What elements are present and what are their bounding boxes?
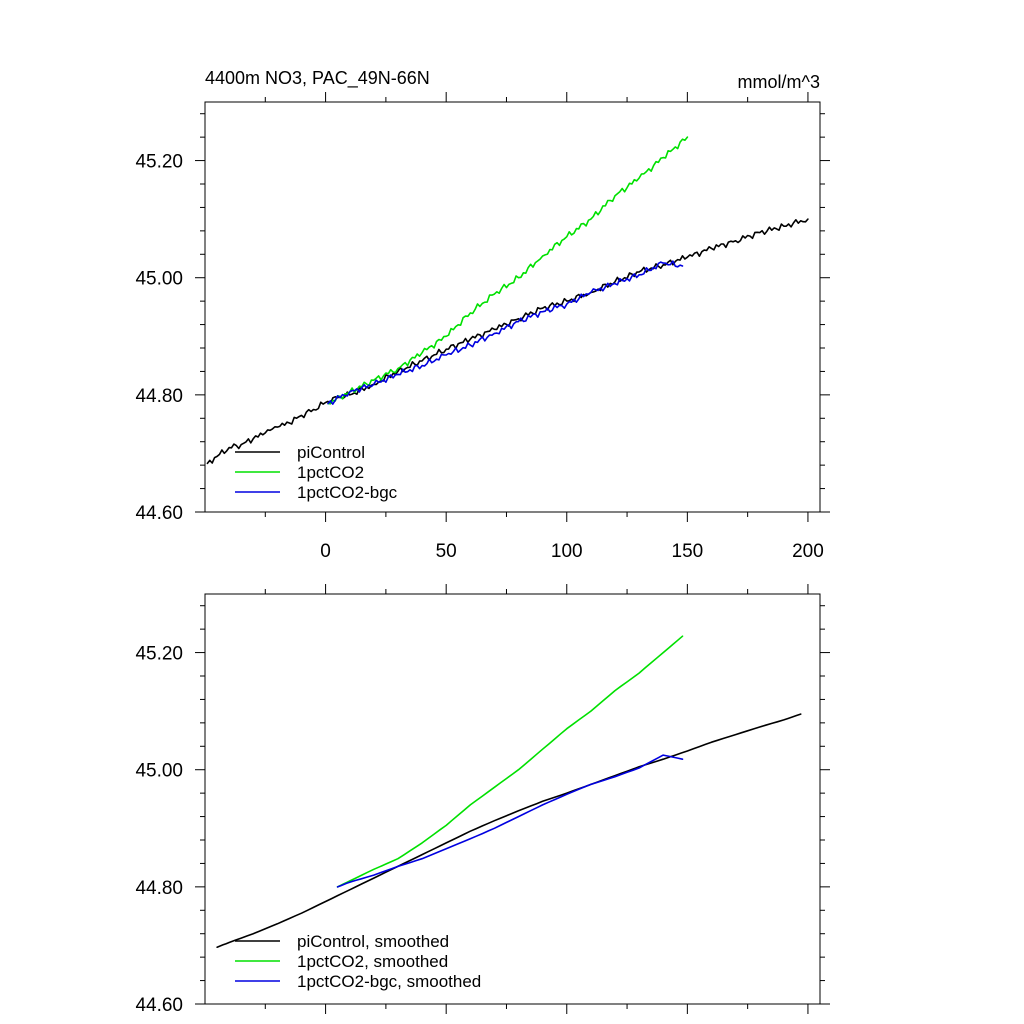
y-tick-label: 45.20: [135, 152, 183, 173]
units-label: mmol/m^3: [738, 72, 820, 92]
bottom-panel-smoothed: 44.60 44.80 45.00 45.20 piControl, smoot…: [135, 584, 830, 1016]
x-tick-label: 0: [320, 541, 331, 562]
legend-label: 1pctCO2-bgc, smoothed: [297, 972, 481, 991]
y-tick-label: 44.60: [135, 503, 183, 524]
series-lines: [206, 136, 809, 465]
y-tick-label: 45.00: [135, 761, 183, 782]
legend-label: piControl, smoothed: [297, 932, 449, 951]
series-line-picontrol-smoothed: [216, 713, 802, 948]
x-tick-label: 100: [551, 541, 583, 562]
legend: piControl, smoothed 1pctCO2, smoothed 1p…: [235, 932, 481, 991]
legend: piControl 1pctCO2 1pctCO2-bgc: [235, 443, 398, 502]
y-tick-label: 44.80: [135, 878, 183, 899]
legend-label: 1pctCO2-bgc: [297, 483, 398, 502]
y-axis-tick-labels: 44.60 44.80 45.00 45.20: [135, 152, 183, 524]
series-line-1pctco2-bgc: [327, 260, 684, 405]
series-line-picontrol: [206, 218, 809, 465]
series-lines: [216, 635, 802, 948]
y-axis-tick-labels: 44.60 44.80 45.00 45.20: [135, 644, 183, 1016]
legend-label: 1pctCO2: [297, 463, 364, 482]
y-tick-label: 44.80: [135, 386, 183, 407]
x-tick-label: 50: [436, 541, 457, 562]
legend-label: piControl: [297, 443, 365, 462]
y-tick-label: 44.60: [135, 995, 183, 1016]
x-tick-label: 150: [672, 541, 704, 562]
legend-label: 1pctCO2, smoothed: [297, 952, 448, 971]
plot-frame: [204, 593, 821, 1005]
series-line-1pctco2: [327, 136, 689, 405]
axis-ticks: [195, 584, 830, 1014]
series-line-1pctco2-bgc-smoothed: [336, 754, 684, 888]
y-tick-label: 45.00: [135, 269, 183, 290]
y-tick-label: 45.20: [135, 644, 183, 665]
plot-frame: [204, 101, 821, 513]
x-axis-tick-labels: 0 50 100 150 200: [320, 541, 823, 562]
panel-title: 4400m NO3, PAC_49N-66N: [205, 68, 430, 89]
axis-ticks: [195, 92, 830, 522]
series-line-1pctco2-smoothed: [336, 635, 684, 888]
x-tick-label: 200: [792, 541, 824, 562]
top-panel-raw: 4400m NO3, PAC_49N-66N mmol/m^3 44.60 44…: [135, 68, 830, 562]
